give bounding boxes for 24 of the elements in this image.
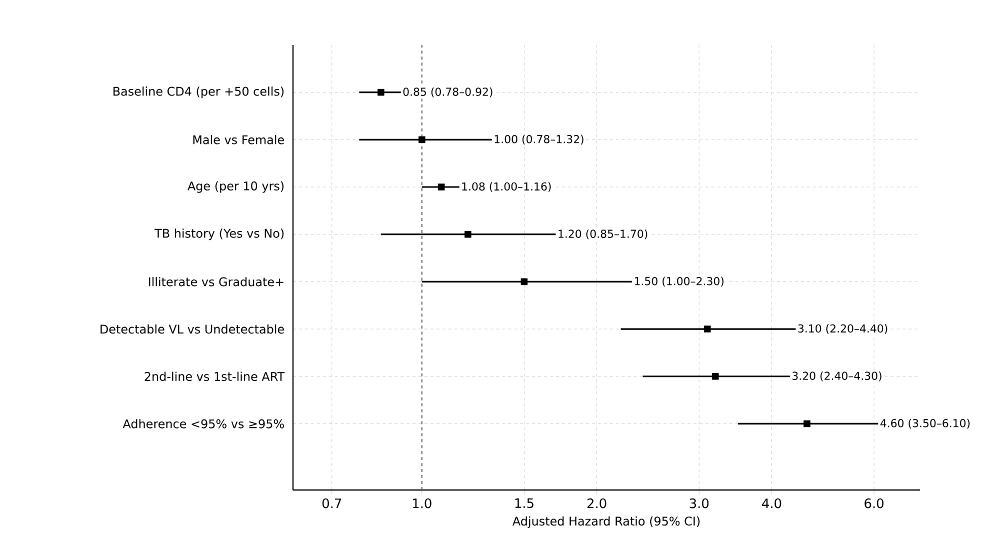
x-tick-label: 3.0 <box>690 498 709 508</box>
x-tick-label: 0.7 <box>322 498 342 508</box>
annotation: 1.00 (0.78–1.32) <box>494 134 584 145</box>
annotation: 1.50 (1.00–2.30) <box>634 276 724 287</box>
annotation: 3.20 (2.40–4.30) <box>792 371 882 382</box>
y-tick-label: 2nd-line vs 1st-line ART <box>144 372 285 381</box>
x-tick-label: 1.5 <box>515 498 534 508</box>
annotation: 4.60 (3.50–6.10) <box>880 418 970 429</box>
annotation: 1.20 (0.85–1.70) <box>558 229 648 240</box>
x-tick-label: 6.0 <box>864 498 884 508</box>
annotation: 0.85 (0.78–0.92) <box>403 87 492 98</box>
y-tick-label: Illiterate vs Graduate+ <box>148 277 284 286</box>
y-tick-label: Detectable VL vs Undetectable <box>100 324 284 334</box>
annotation: 1.08 (1.00–1.16) <box>462 182 551 192</box>
y-tick-label: Male vs Female <box>193 135 284 144</box>
annotation: 3.10 (2.20–4.40) <box>798 324 888 334</box>
y-tick-label: Adherence <95% vs ≥95% <box>122 419 284 428</box>
x-tick-label: 1.0 <box>413 498 432 508</box>
y-tick-label: TB history (Yes vs No) <box>154 228 284 240</box>
y-tick-label: Age (per 10 yrs) <box>188 181 284 193</box>
x-axis-title: Adjusted Hazard Ratio (95% CI) <box>512 516 700 528</box>
x-tick-label: 4.0 <box>762 498 782 508</box>
x-tick-label: 2.0 <box>587 498 606 508</box>
y-tick-label: Baseline CD4 (per +50 cells) <box>114 86 284 98</box>
